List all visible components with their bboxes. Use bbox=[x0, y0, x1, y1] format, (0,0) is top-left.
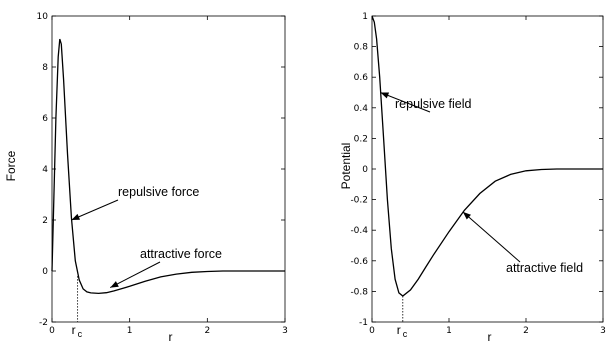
x-tick-label: 2 bbox=[523, 326, 529, 336]
rc-label-main: r bbox=[397, 323, 401, 337]
y-tick-label: 2 bbox=[42, 216, 48, 226]
y-tick-label: 0.2 bbox=[354, 134, 368, 144]
annotation-arrow bbox=[110, 261, 161, 289]
y-tick-label: 6 bbox=[42, 114, 48, 124]
y-tick-label: 0.8 bbox=[354, 43, 369, 53]
x-tick-label: 2 bbox=[204, 326, 210, 336]
x-tick-label: 3 bbox=[282, 326, 288, 336]
rc-label-sub: c bbox=[403, 329, 408, 339]
y-tick-label: 8 bbox=[42, 63, 48, 73]
y-tick-label: -0.8 bbox=[350, 287, 368, 297]
y-axis-label: Force bbox=[4, 150, 18, 181]
y-tick-label: -0.2 bbox=[350, 196, 368, 206]
y-tick-label: -2 bbox=[39, 318, 48, 328]
y-tick-label: 1 bbox=[362, 12, 368, 22]
x-axis-label: r bbox=[488, 330, 492, 344]
y-tick-label: 4 bbox=[42, 165, 48, 175]
x-tick-label: 0 bbox=[369, 326, 375, 336]
annotation-arrow bbox=[71, 199, 119, 221]
y-tick-label: 0.6 bbox=[354, 73, 369, 83]
series-line bbox=[371, 15, 603, 297]
rc-label-sub: c bbox=[78, 329, 83, 339]
annotation-arrowhead bbox=[71, 213, 81, 220]
y-tick-label: -0.6 bbox=[350, 257, 368, 267]
x-tick-label: 1 bbox=[446, 326, 452, 336]
annotation-arrow bbox=[380, 92, 431, 113]
potential-chart: 0 1 2 3 -1 -0.8 -0.6 -0.4 -0.2 0 0.2 0.4 0.6 0.8 1 r Pot… bbox=[339, 12, 606, 344]
annotation-label: repulsive field bbox=[395, 97, 471, 111]
x-tick-label: 3 bbox=[600, 326, 606, 336]
y-tick-label: 0 bbox=[362, 165, 368, 175]
rc-label-main: r bbox=[72, 323, 76, 337]
y-tick-label: 10 bbox=[37, 12, 49, 22]
y-axis-label: Potential bbox=[339, 143, 353, 190]
annotation-label: attractive force bbox=[140, 247, 222, 261]
x-axis-label: r bbox=[169, 330, 173, 344]
annotation-arrowhead bbox=[110, 281, 119, 288]
y-tick-label: 0 bbox=[42, 267, 48, 277]
x-tick-label: 0 bbox=[49, 326, 55, 336]
x-tick-label: 1 bbox=[127, 326, 133, 336]
annotation-arrowhead bbox=[462, 211, 471, 220]
annotation-arrow bbox=[462, 211, 521, 263]
series-line bbox=[51, 38, 285, 295]
annotation-label: attractive field bbox=[506, 261, 583, 275]
annotation-arrowhead bbox=[380, 92, 390, 99]
annotation-label: repulsive force bbox=[118, 185, 199, 199]
y-tick-label: 0.4 bbox=[354, 104, 369, 114]
y-tick-label: -0.4 bbox=[350, 226, 368, 236]
y-tick-label: -1 bbox=[359, 318, 368, 328]
